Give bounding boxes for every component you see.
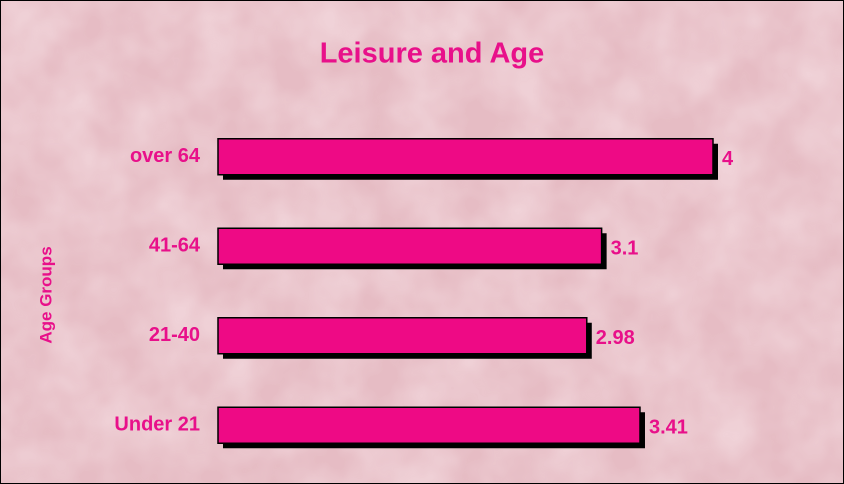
y-tick-label: 21-40 xyxy=(149,324,200,346)
data-label: 4 xyxy=(722,148,734,170)
bar xyxy=(217,406,641,444)
data-label: 2.98 xyxy=(596,327,635,349)
y-tick-label: over 64 xyxy=(130,145,201,167)
data-label: 3.1 xyxy=(611,238,639,260)
bar xyxy=(217,138,714,176)
bar xyxy=(217,227,603,265)
y-axis-label: Age Groups xyxy=(36,246,55,343)
bar xyxy=(217,317,588,355)
y-tick-label: Under 21 xyxy=(114,414,200,436)
data-label: 3.41 xyxy=(649,417,688,439)
y-tick-label: 41-64 xyxy=(149,235,201,257)
chart-title: Leisure and Age xyxy=(320,38,545,70)
